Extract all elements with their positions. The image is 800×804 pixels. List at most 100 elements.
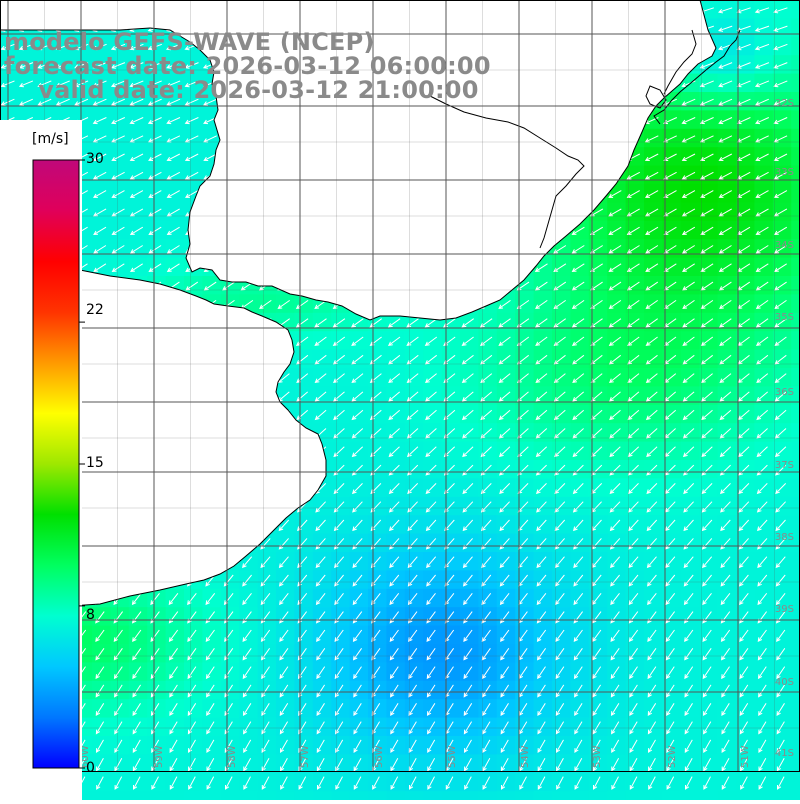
wind-cell: [552, 625, 571, 645]
wind-arrow: [169, 739, 178, 754]
wind-cell: [552, 423, 571, 443]
wind-cell: [423, 662, 443, 682]
wind-arrow: [445, 776, 454, 790]
wind-cell: [496, 699, 516, 719]
wind-arrow: [55, 43, 70, 51]
wind-cell: [441, 423, 461, 443]
wind-cell: [331, 791, 351, 804]
wind-arrow: [721, 703, 730, 716]
wind-cell: [478, 699, 498, 719]
wind-arrow: [719, 336, 732, 347]
wind-cell: [754, 441, 774, 461]
wind-cell: [772, 699, 792, 719]
wind-arrow: [129, 153, 144, 161]
wind-cell: [570, 754, 590, 774]
lat-label: 40S: [775, 677, 794, 688]
wind-cell: [239, 570, 259, 590]
wind-arrow: [129, 171, 144, 180]
wind-cell: [736, 662, 755, 682]
wind-arrow: [592, 648, 602, 661]
wind-cell: [717, 717, 737, 737]
wind-arrow: [184, 98, 199, 106]
wind-cell: [552, 570, 571, 590]
wind-cell: [552, 496, 571, 516]
wind-arrow: [95, 739, 104, 754]
wind-arrow: [774, 299, 787, 309]
wind-arrow: [684, 703, 693, 716]
wind-arrow: [573, 629, 583, 643]
wind-cell: [533, 625, 553, 645]
wind-arrow: [406, 373, 419, 384]
wind-cell: [331, 460, 351, 479]
wind-cell: [644, 662, 663, 682]
wind-arrow: [55, 80, 70, 88]
wind-arrow: [480, 409, 493, 421]
wind-arrow: [188, 776, 196, 790]
wind-cell: [147, 772, 167, 792]
wind-arrow: [701, 501, 713, 513]
wind-cell: [552, 662, 571, 682]
wind-cell: [552, 441, 571, 461]
wind-arrow: [74, 62, 89, 69]
wind-cell: [312, 625, 332, 645]
wind-arrow: [407, 592, 418, 606]
wind-arrow: [500, 721, 509, 735]
wind-cell: [644, 588, 663, 608]
wind-cell: [423, 625, 443, 645]
wind-arrow: [684, 629, 694, 643]
wind-cell: [349, 349, 369, 369]
wind-cell: [423, 588, 443, 608]
wind-arrow: [646, 483, 658, 495]
wind-arrow: [629, 684, 638, 698]
wind-arrow: [463, 648, 473, 661]
wind-cell: [312, 791, 332, 804]
wind-arrow: [647, 739, 656, 754]
lon-label: 55W: [447, 745, 458, 768]
lat-label: 34S: [775, 240, 794, 251]
wind-cell: [533, 533, 553, 553]
wind-cell: [404, 680, 424, 700]
wind-arrow: [500, 666, 510, 680]
wind-cell: [717, 533, 737, 553]
wind-arrow: [95, 703, 105, 716]
wind-cell: [331, 570, 351, 590]
wind-arrow: [644, 153, 659, 161]
wind-cell: [680, 791, 700, 804]
wind-cell: [791, 165, 800, 185]
wind-arrow: [646, 556, 657, 569]
wind-cell: [478, 533, 498, 553]
wind-arrow: [147, 80, 162, 88]
wind-arrow: [74, 43, 89, 51]
wind-arrow: [776, 629, 786, 643]
wind-arrow: [424, 336, 438, 347]
wind-arrow: [755, 263, 769, 272]
lat-label: 35S: [775, 312, 794, 323]
wind-cell: [276, 736, 295, 755]
wind-arrow: [169, 776, 178, 790]
wind-cell: [386, 386, 406, 406]
wind-cell: [92, 699, 111, 719]
wind-arrow: [663, 190, 677, 198]
wind-cell: [110, 607, 130, 627]
wind-cell: [680, 460, 700, 479]
wind-arrow: [628, 501, 639, 513]
lon-label: 60W: [80, 745, 91, 768]
wind-arrow: [665, 666, 675, 680]
wind-cell: [128, 607, 148, 627]
wind-cell: [717, 791, 737, 804]
wind-cell: [368, 349, 387, 369]
wind-arrow: [132, 666, 142, 680]
wind-arrow: [537, 684, 546, 698]
wind-arrow: [718, 226, 732, 235]
wind-cell: [368, 515, 387, 535]
wind-arrow: [499, 574, 510, 587]
wind-cell: [349, 607, 369, 627]
wind-arrow: [571, 245, 585, 254]
wind-cell: [607, 736, 627, 755]
wind-arrow: [627, 373, 640, 384]
wind-arrow: [756, 373, 769, 384]
wind-cell: [754, 772, 774, 792]
wind-arrow: [774, 409, 787, 421]
wind-cell: [404, 717, 424, 737]
wind-arrow: [278, 556, 289, 569]
